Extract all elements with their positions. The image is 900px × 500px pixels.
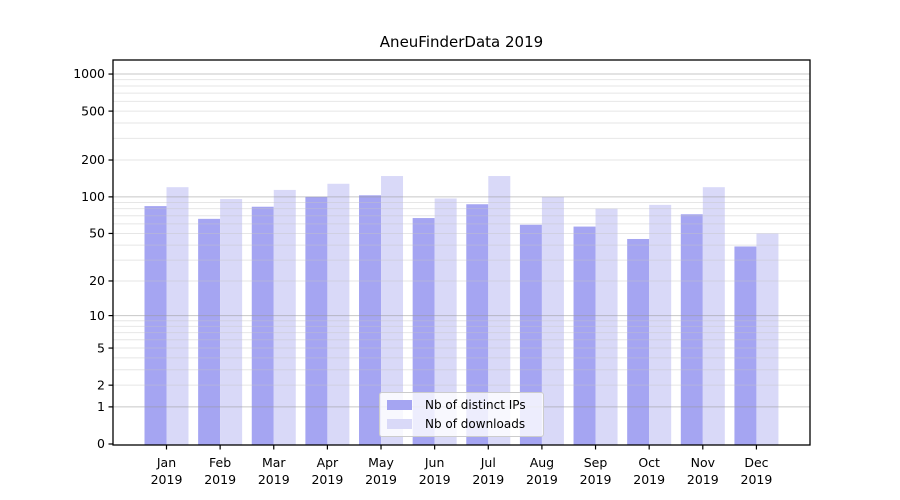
x-tick-label-year-sep: 2019 [580,472,612,487]
x-tick-label-year-may: 2019 [365,472,397,487]
bar-nb-of-downloads-aug [541,196,564,445]
bar-nb-of-distinct-ips-feb [198,218,221,445]
x-tick-label-year-jul: 2019 [472,472,504,487]
bar-nb-of-distinct-ips-mar [251,206,274,445]
legend-entry-distinct-ips: Nb of distinct IPs [387,398,534,412]
bar-nb-of-distinct-ips-jun [412,218,435,445]
x-tick-label-year-dec: 2019 [741,472,773,487]
x-tick-label-month-oct: Oct [638,455,660,470]
legend-entry-downloads: Nb of downloads [387,417,534,431]
bar-nb-of-downloads-jun [434,198,457,445]
x-tick-label-year-jan: 2019 [151,472,183,487]
bar-nb-of-distinct-ips-aug [519,224,542,445]
bar-nb-of-downloads-apr [327,183,350,445]
legend-swatch-downloads [387,419,412,429]
y-tick-label-2: 2 [97,377,105,392]
x-tick-label-month-mar: Mar [262,455,286,470]
y-tick-label-0: 0 [97,436,105,451]
y-tick-label-10: 10 [89,308,105,323]
x-tick-label-month-dec: Dec [744,455,768,470]
bar-nb-of-downloads-jul [488,176,511,445]
y-tick-label-20: 20 [89,273,105,288]
bar-nb-of-distinct-ips-may [359,195,382,445]
bar-nb-of-downloads-may [381,176,404,445]
x-tick-label-month-feb: Feb [209,455,231,470]
legend: Nb of distinct IPs Nb of downloads [379,392,544,437]
y-tick-label-1000: 1000 [73,66,105,81]
x-tick-label-month-nov: Nov [691,455,716,470]
bar-nb-of-distinct-ips-oct [627,238,650,445]
x-tick-label-month-may: May [368,455,394,470]
x-tick-label-year-jun: 2019 [419,472,451,487]
bar-nb-of-downloads-dec [756,233,779,445]
bar-nb-of-distinct-ips-sep [573,226,596,445]
x-tick-label-month-jul: Jul [480,455,496,470]
bar-nb-of-downloads-oct [649,204,672,445]
y-tick-label-5: 5 [97,340,105,355]
y-tick-label-200: 200 [81,152,105,167]
bar-nb-of-downloads-sep [595,208,618,445]
bar-nb-of-distinct-ips-dec [734,246,757,445]
x-tick-label-year-aug: 2019 [526,472,558,487]
y-tick-label-100: 100 [81,189,105,204]
bar-nb-of-distinct-ips-jan [144,206,167,445]
x-tick-label-month-aug: Aug [530,455,554,470]
x-tick-label-year-feb: 2019 [204,472,236,487]
bar-nb-of-distinct-ips-apr [305,196,328,445]
x-tick-label-month-sep: Sep [584,455,608,470]
bar-nb-of-downloads-feb [220,199,243,445]
legend-swatch-distinct-ips [387,400,412,410]
legend-label-downloads: Nb of downloads [425,417,526,431]
bar-nb-of-distinct-ips-nov [680,214,703,445]
chart-title: AneuFinderData 2019 [379,33,544,51]
y-tick-label-500: 500 [81,103,105,118]
plot-area-frame [112,59,811,446]
bar-nb-of-distinct-ips-jul [466,204,489,445]
x-tick-label-year-mar: 2019 [258,472,290,487]
bar-nb-of-downloads-mar [273,189,296,445]
legend-label-distinct-ips: Nb of distinct IPs [425,398,526,412]
x-tick-label-year-nov: 2019 [687,472,719,487]
y-tick-label-1: 1 [97,399,105,414]
y-tick-label-50: 50 [89,226,105,241]
x-tick-label-year-oct: 2019 [633,472,665,487]
x-tick-label-month-jun: Jun [424,455,445,470]
x-tick-label-month-apr: Apr [317,455,339,470]
x-tick-label-year-apr: 2019 [311,472,343,487]
x-tick-label-month-jan: Jan [156,455,176,470]
